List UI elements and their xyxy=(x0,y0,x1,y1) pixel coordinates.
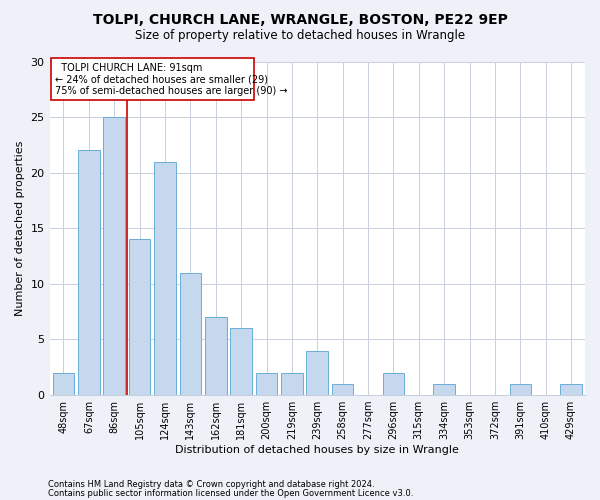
Bar xyxy=(103,117,125,395)
Bar xyxy=(433,384,455,395)
Bar xyxy=(53,373,74,395)
Text: TOLPI, CHURCH LANE, WRANGLE, BOSTON, PE22 9EP: TOLPI, CHURCH LANE, WRANGLE, BOSTON, PE2… xyxy=(92,12,508,26)
Bar xyxy=(256,373,277,395)
Bar xyxy=(307,350,328,395)
Bar xyxy=(154,162,176,395)
Text: Contains public sector information licensed under the Open Government Licence v3: Contains public sector information licen… xyxy=(48,488,413,498)
Bar xyxy=(205,317,227,395)
Bar xyxy=(332,384,353,395)
Text: Contains HM Land Registry data © Crown copyright and database right 2024.: Contains HM Land Registry data © Crown c… xyxy=(48,480,374,489)
Bar xyxy=(560,384,582,395)
Y-axis label: Number of detached properties: Number of detached properties xyxy=(15,140,25,316)
Text: Size of property relative to detached houses in Wrangle: Size of property relative to detached ho… xyxy=(135,28,465,42)
FancyBboxPatch shape xyxy=(52,58,254,100)
Bar xyxy=(383,373,404,395)
Bar xyxy=(179,273,201,395)
Bar xyxy=(281,373,302,395)
Bar xyxy=(230,328,252,395)
X-axis label: Distribution of detached houses by size in Wrangle: Distribution of detached houses by size … xyxy=(175,445,459,455)
Bar xyxy=(509,384,531,395)
Bar xyxy=(78,150,100,395)
Bar xyxy=(129,240,151,395)
Text: TOLPI CHURCH LANE: 91sqm
← 24% of detached houses are smaller (29)
75% of semi-d: TOLPI CHURCH LANE: 91sqm ← 24% of detach… xyxy=(55,62,287,96)
